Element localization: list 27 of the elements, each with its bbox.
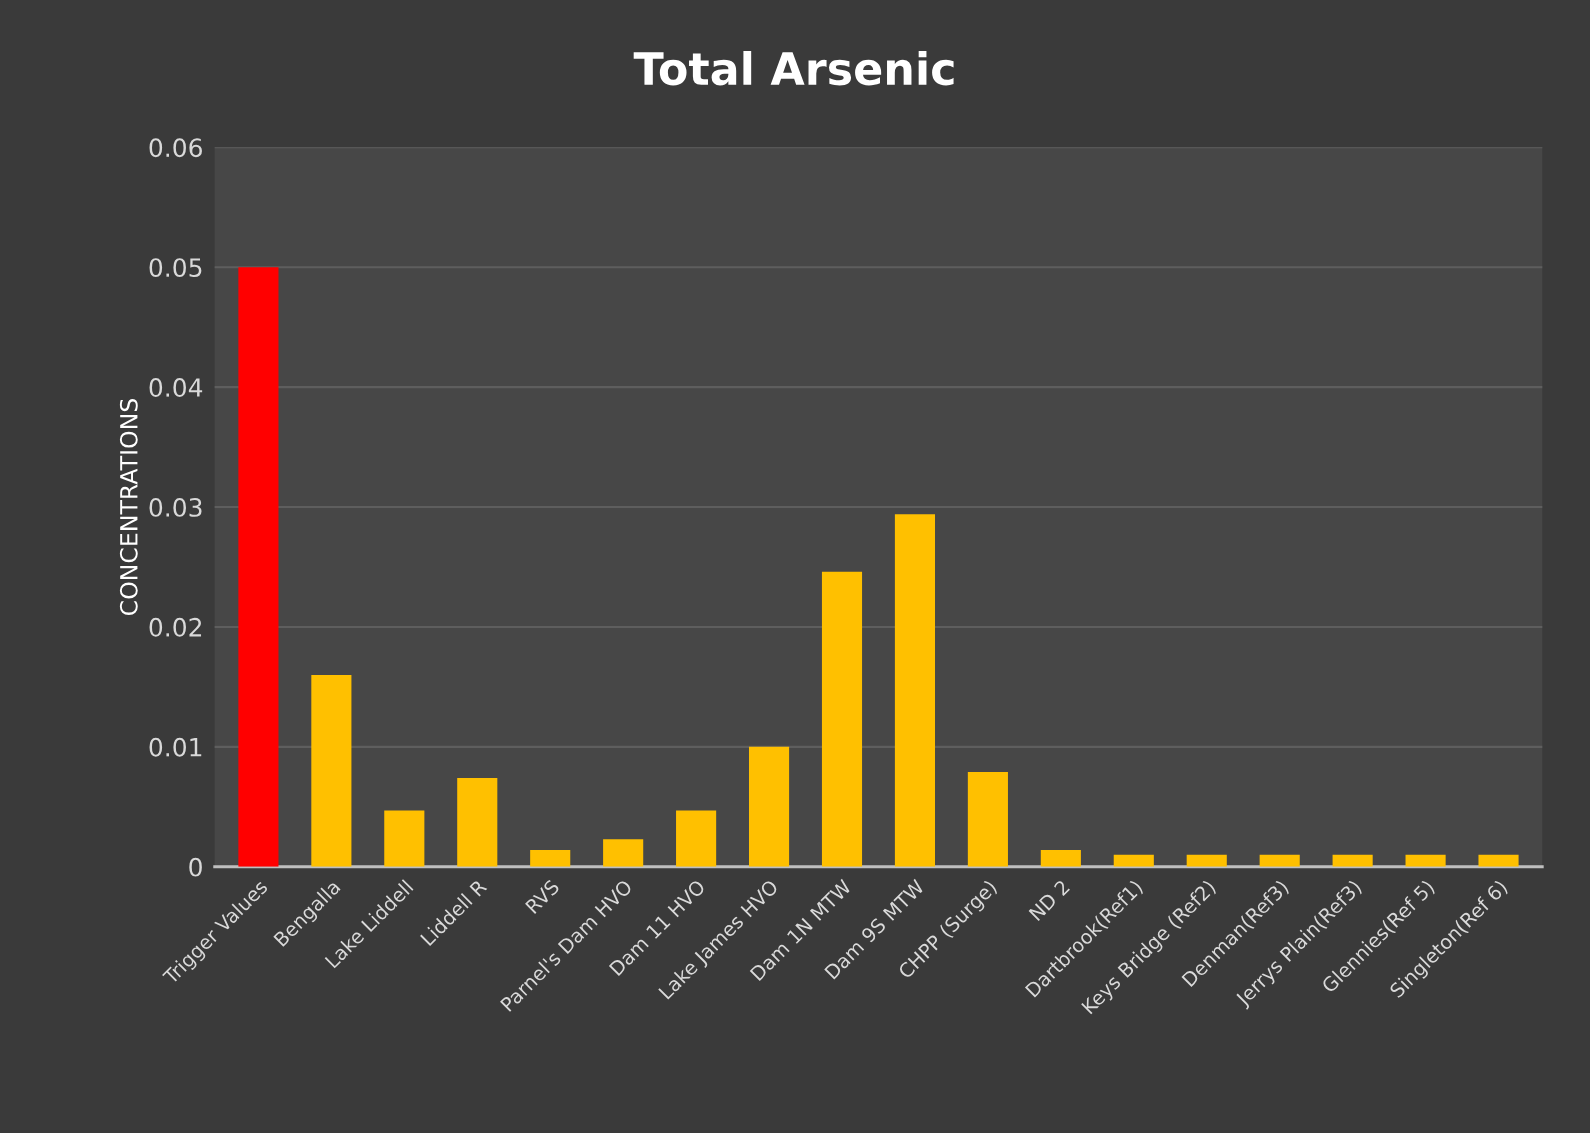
bar <box>311 674 352 867</box>
chart-title: Total Arsenic <box>633 50 954 86</box>
bar <box>967 772 1008 867</box>
y-tick-label: 0.06 <box>149 138 202 158</box>
y-tick-label: 0.03 <box>149 497 202 517</box>
bar <box>603 839 644 867</box>
bar <box>1186 854 1227 867</box>
y-tick-label: 0.02 <box>149 617 202 637</box>
bar <box>1332 854 1373 867</box>
bar <box>676 810 717 867</box>
bar <box>1259 854 1300 867</box>
bar <box>1040 849 1081 867</box>
bar <box>1113 854 1154 867</box>
bar <box>1405 854 1446 867</box>
y-tick-label: 0.05 <box>149 258 202 278</box>
bar <box>530 849 571 867</box>
bar <box>748 746 790 867</box>
bar <box>238 267 279 867</box>
bar <box>1478 854 1519 867</box>
y-axis-title: CONCENTRATIONS <box>119 399 138 616</box>
bar <box>821 571 863 867</box>
y-tick-label: 0.01 <box>149 737 202 757</box>
bar <box>384 810 425 867</box>
bar <box>457 778 498 867</box>
y-tick-label: 0.04 <box>149 378 203 397</box>
bar <box>894 514 936 867</box>
y-tick-label: 0 <box>189 857 202 877</box>
